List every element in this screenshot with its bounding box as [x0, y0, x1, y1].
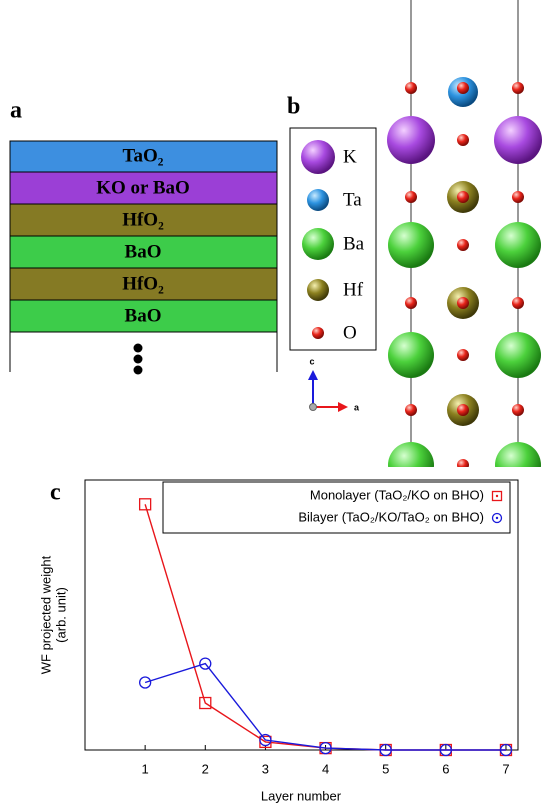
- marker: [199, 657, 212, 670]
- atom: [388, 442, 434, 467]
- x-tick-label: 7: [502, 761, 509, 776]
- origin: [309, 403, 317, 411]
- panel-label: c: [50, 480, 61, 506]
- x-tick-label: 4: [322, 761, 329, 776]
- legend-label: K: [343, 146, 357, 167]
- marker: [138, 676, 152, 689]
- marker: [499, 743, 513, 757]
- legend-label: Ta: [343, 189, 362, 210]
- x-tick-label: 6: [442, 761, 449, 776]
- legend-label: Hf: [343, 279, 364, 300]
- x-tick-label: 3: [262, 761, 269, 776]
- panel-label: b: [287, 94, 300, 120]
- plot-frame: [84, 479, 519, 751]
- series-line: [144, 662, 506, 751]
- y-axis-label: (arb. unit): [53, 587, 68, 643]
- chart: c Layer number WF projected weight (arb.…: [38, 479, 519, 803]
- legend-marker: [491, 512, 503, 524]
- panel-b: b K Ta Ba Hf O c a: [287, 94, 377, 412]
- atom: [495, 332, 541, 378]
- oxygen-atoms: [405, 82, 524, 467]
- y-axis-label: WF projected weight: [38, 555, 53, 674]
- legend: [162, 481, 511, 534]
- atom: [494, 116, 542, 164]
- marker: [439, 743, 452, 757]
- marker: [379, 743, 392, 757]
- layer: [9, 203, 278, 237]
- atom: [388, 222, 434, 268]
- panel-a: a TaO₂ KO or BaO HfO₂ BaO HfO₂ BaO: [9, 98, 278, 375]
- layer-label: BaO: [125, 241, 162, 262]
- atom-icon: [307, 189, 329, 211]
- dot: [133, 365, 143, 375]
- x-axis-label: Layer number: [261, 788, 342, 803]
- atom: [495, 442, 541, 467]
- layer-label: BaO: [125, 305, 162, 326]
- marker: [138, 498, 152, 511]
- x-tick-label: 5: [382, 761, 389, 776]
- legend-label: Monolayer (TaO₂/KO on BHO): [310, 487, 484, 502]
- legend-marker: [495, 516, 499, 520]
- axis-label: c: [309, 356, 314, 366]
- layer-label: KO or BaO: [96, 177, 190, 198]
- crystal: [387, 0, 542, 467]
- atom-icon: [302, 228, 334, 260]
- panel-label: a: [10, 98, 22, 124]
- x-tick-label: 2: [202, 761, 209, 776]
- atom-icon: [312, 327, 324, 339]
- marker: [259, 733, 272, 747]
- legend-label: O: [343, 322, 357, 343]
- legend-label: Ba: [343, 233, 365, 254]
- layer: [9, 235, 278, 269]
- atom: [387, 116, 435, 164]
- layer-label: TaO₂: [123, 145, 164, 166]
- layer: [9, 140, 278, 173]
- axis-label: a: [354, 402, 360, 412]
- layer-label: HfO₂: [122, 273, 164, 294]
- x-tick-label: 1: [142, 761, 149, 776]
- legend-marker: [495, 494, 499, 498]
- atom: [495, 222, 541, 268]
- legend-label: Bilayer (TaO₂/KO/TaO₂ on BHO): [298, 509, 484, 524]
- marker: [199, 696, 212, 710]
- series-line: [144, 504, 506, 751]
- marker: [319, 741, 332, 755]
- layer: [9, 299, 278, 333]
- layer: [9, 171, 278, 205]
- arrow-head: [308, 370, 318, 380]
- dot: [133, 343, 143, 353]
- atom-icon: [301, 140, 335, 174]
- legend-marker: [491, 490, 503, 502]
- atom: [388, 332, 434, 378]
- arrow-head: [338, 402, 348, 412]
- layer-label: HfO₂: [122, 209, 164, 230]
- atom-icon: [307, 279, 329, 301]
- dot: [133, 354, 143, 364]
